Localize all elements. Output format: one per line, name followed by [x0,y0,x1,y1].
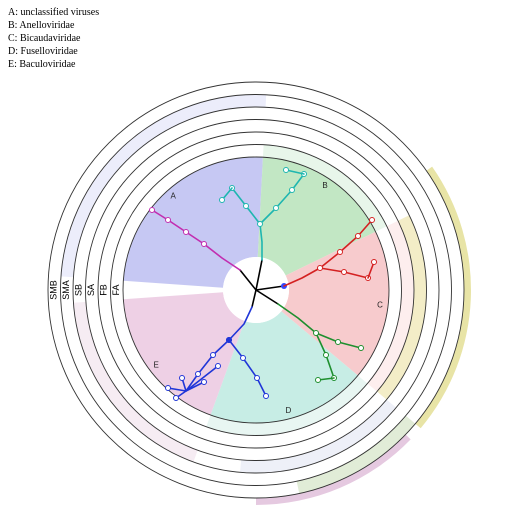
ring-label: FA [111,284,121,295]
internal-node [184,230,189,235]
internal-node [166,218,171,223]
circular-phylo-diagram: FAFBSASBSMASMB A B C D E [0,0,512,512]
sector-label: A [171,191,177,200]
tip-node [216,364,221,369]
sector-label: E [153,360,158,369]
ring-label: SA [86,284,96,296]
internal-node [241,356,246,361]
ring-label: SMA [61,280,71,300]
internal-node [338,250,343,255]
internal-node [356,234,361,239]
sector-label: D [285,406,291,415]
internal-node [324,353,329,358]
tip-node [316,378,321,383]
internal-node [342,270,347,275]
tip-node [372,260,377,265]
tip-node [180,376,185,381]
internal-node [227,338,232,343]
tip-node [174,396,179,401]
internal-node [202,242,207,247]
tip-node [202,380,207,385]
internal-node [318,266,323,271]
internal-node [258,222,263,227]
internal-node [244,204,249,209]
ring-label: SMB [49,280,59,300]
ring-label: SB [74,284,84,296]
internal-node [274,206,279,211]
tip-node [264,394,269,399]
ring-label: FB [99,284,109,296]
tip-node [370,218,375,223]
internal-node [314,331,319,336]
internal-node [290,188,295,193]
internal-node [196,372,201,377]
internal-node [336,340,341,345]
internal-node [255,376,260,381]
tip-node [220,198,225,203]
tip-node [359,346,364,351]
sector-label: B [322,181,327,190]
tip-node [166,386,171,391]
tip-node [284,168,289,173]
sector-label: C [377,300,383,309]
internal-node [211,353,216,358]
tip-node [150,208,155,213]
